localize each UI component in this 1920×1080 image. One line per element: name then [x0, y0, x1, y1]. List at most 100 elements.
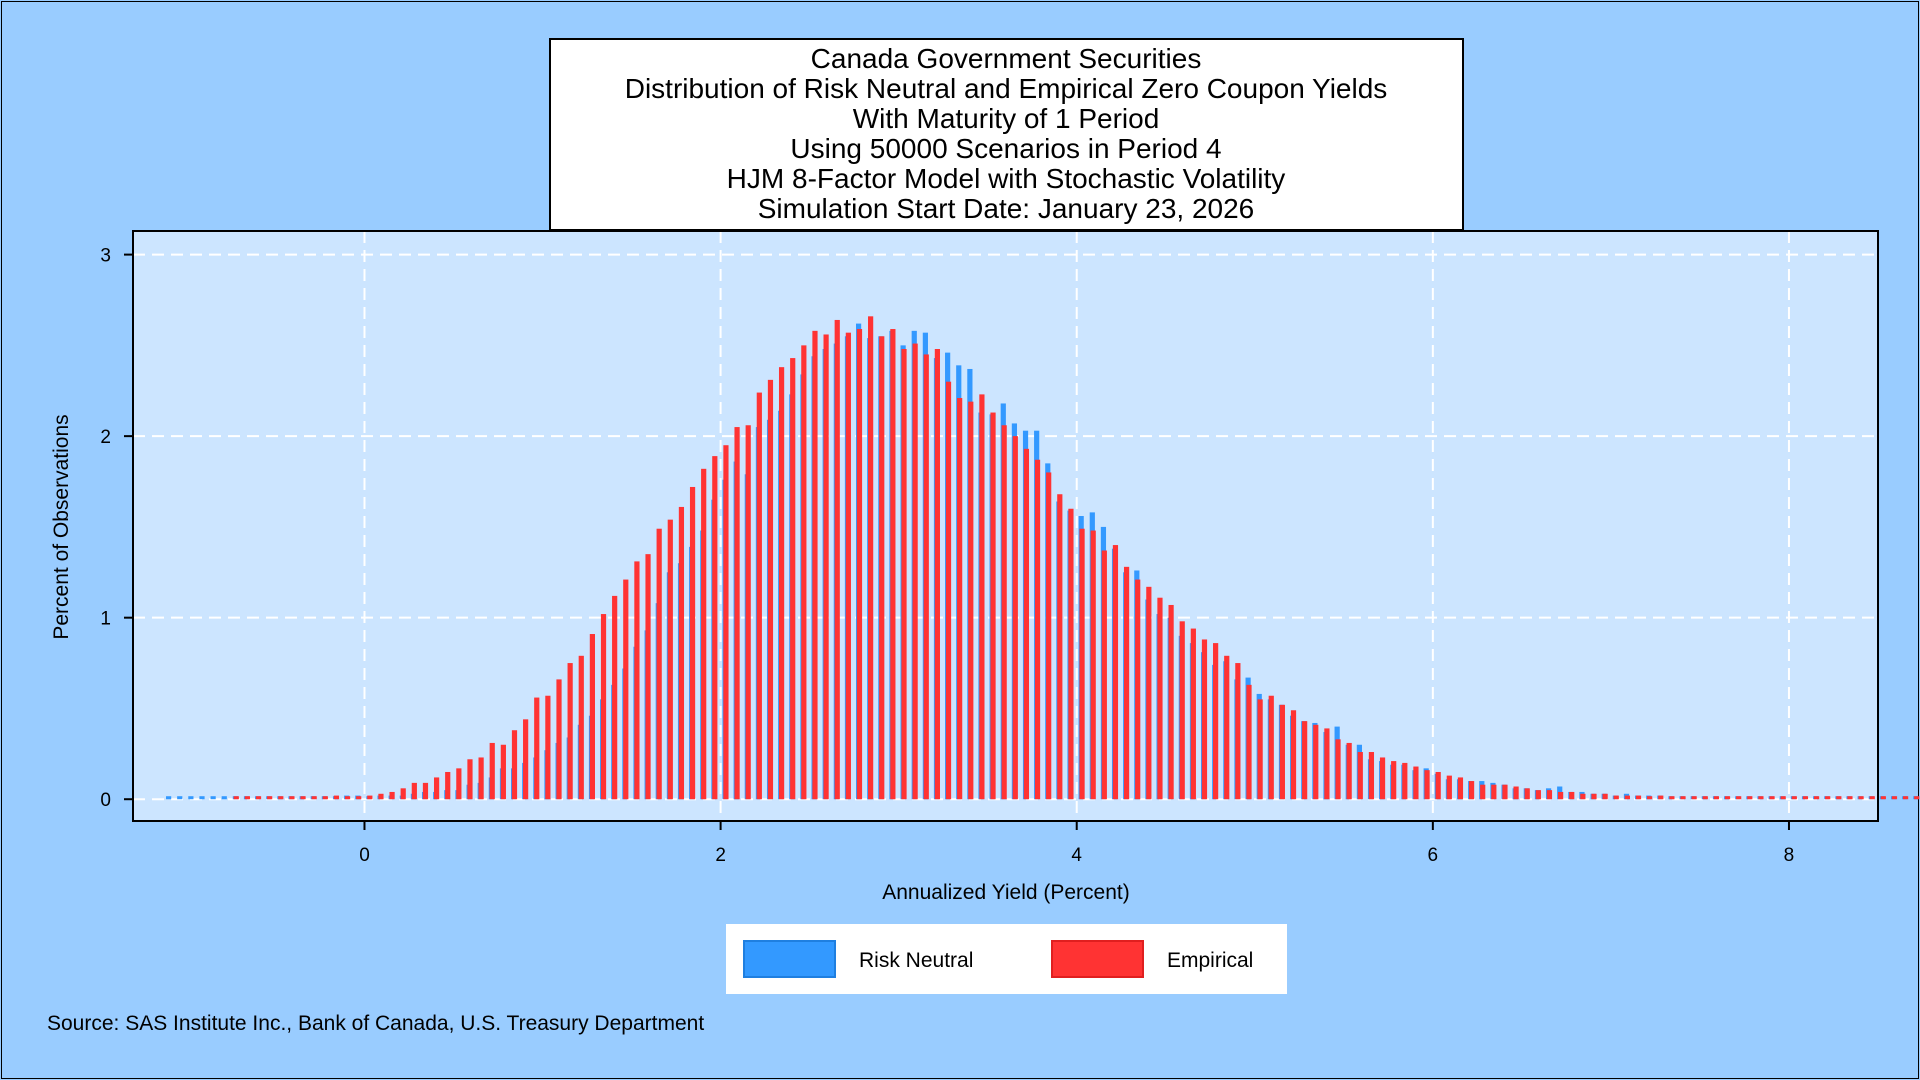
bar-empirical: [623, 579, 629, 800]
bar-risk-neutral: [199, 796, 205, 800]
bar-empirical: [1580, 793, 1586, 800]
bar-empirical: [1012, 436, 1018, 800]
bar-empirical: [267, 796, 273, 800]
bar-empirical: [856, 329, 863, 800]
source-note: Source: SAS Institute Inc., Bank of Cana…: [47, 1012, 704, 1035]
bar-empirical: [612, 595, 618, 800]
bar-empirical: [322, 796, 328, 800]
bar-risk-neutral: [177, 796, 183, 800]
bar-empirical: [1502, 784, 1508, 800]
bar-empirical: [600, 614, 607, 800]
bar-empirical: [812, 330, 818, 800]
bar-empirical: [945, 381, 952, 800]
bar-empirical: [1446, 775, 1452, 800]
bar-empirical: [901, 349, 907, 800]
bar-empirical: [1713, 796, 1720, 800]
bar-empirical: [1023, 448, 1030, 800]
bar-empirical: [1635, 795, 1642, 800]
y-tick-label: 0: [100, 790, 111, 811]
bar-empirical: [523, 719, 529, 800]
bar-empirical: [1090, 530, 1096, 800]
legend-label-empirical: Empirical: [1167, 949, 1253, 972]
bar-empirical: [567, 663, 573, 800]
bar-empirical: [701, 468, 707, 800]
histogram-bars: [166, 316, 1920, 800]
bar-empirical: [311, 796, 317, 800]
bar-empirical: [356, 796, 362, 800]
bar-empirical: [1836, 796, 1842, 800]
bar-empirical: [1123, 566, 1130, 800]
bar-empirical: [890, 329, 896, 800]
bar-empirical: [1791, 796, 1797, 800]
bar-empirical: [1157, 597, 1163, 800]
y-tick-label: 3: [100, 246, 111, 267]
bar-empirical: [1691, 796, 1697, 800]
bar-empirical: [1168, 604, 1174, 800]
bar-empirical: [1435, 771, 1441, 800]
bar-empirical: [1402, 762, 1408, 800]
title-line-3: With Maturity of 1 Period: [853, 103, 1160, 134]
bar-empirical: [500, 744, 506, 800]
bar-risk-neutral: [188, 796, 194, 800]
bar-empirical: [1825, 796, 1831, 800]
bar-empirical: [1457, 777, 1464, 800]
bar-empirical: [957, 398, 963, 800]
bar-empirical: [289, 796, 295, 800]
bar-empirical: [1224, 655, 1230, 800]
bar-empirical: [1268, 695, 1274, 800]
bar-empirical: [589, 634, 595, 800]
bar-empirical: [1313, 724, 1319, 800]
bar-empirical: [1213, 643, 1219, 800]
legend-label-risk-neutral: Risk Neutral: [859, 949, 973, 972]
bar-empirical: [1357, 752, 1363, 800]
bar-empirical: [1891, 796, 1898, 800]
bar-empirical: [801, 345, 807, 800]
bar-empirical: [1902, 796, 1909, 800]
bar-empirical: [1112, 545, 1119, 800]
bar-empirical: [1257, 699, 1263, 800]
bar-empirical: [667, 519, 673, 800]
x-tick-label: 0: [359, 845, 370, 866]
bar-empirical: [745, 425, 751, 800]
bar-empirical: [244, 796, 251, 800]
bar-empirical: [278, 796, 284, 800]
legend-swatch-risk-neutral: [743, 940, 836, 978]
bar-empirical: [1146, 586, 1152, 800]
bar-empirical: [1680, 796, 1686, 800]
bar-empirical: [1558, 791, 1564, 800]
series-empirical: [233, 316, 1920, 800]
bar-empirical: [968, 401, 974, 800]
bar-empirical: [689, 486, 696, 800]
bar-empirical: [1201, 639, 1208, 800]
bar-empirical: [456, 768, 462, 800]
bar-empirical: [1235, 663, 1241, 800]
bar-empirical: [1001, 425, 1007, 800]
bar-empirical: [990, 412, 996, 800]
bar-empirical: [1335, 739, 1341, 800]
bar-empirical: [756, 392, 762, 800]
bar-empirical: [300, 796, 306, 800]
x-tick-label: 4: [1071, 845, 1082, 866]
bar-empirical: [834, 319, 840, 800]
bar-empirical: [467, 759, 473, 800]
bar-empirical: [1135, 579, 1141, 800]
title-line-4: Using 50000 Scenarios in Period 4: [790, 133, 1221, 164]
bar-empirical: [1513, 786, 1519, 800]
title-line-6: Simulation Start Date: January 23, 2026: [758, 193, 1255, 224]
title-line-2: Distribution of Risk Neutral and Empiric…: [625, 73, 1388, 104]
bar-empirical: [1546, 790, 1553, 800]
bar-empirical: [823, 334, 829, 800]
y-tick-label: 1: [100, 609, 111, 630]
bar-empirical: [1368, 752, 1375, 800]
bar-empirical: [1480, 784, 1486, 800]
bar-empirical: [1847, 796, 1853, 800]
axis-ticks: 0 2 4 6 8 0 1 2 3: [100, 246, 1794, 866]
bar-empirical: [1758, 796, 1764, 800]
bar-empirical: [1524, 788, 1530, 800]
bar-empirical: [255, 796, 262, 800]
bar-empirical: [1346, 742, 1352, 800]
bar-empirical: [1068, 508, 1074, 800]
bar-empirical: [511, 730, 518, 800]
bar-empirical: [422, 782, 429, 800]
